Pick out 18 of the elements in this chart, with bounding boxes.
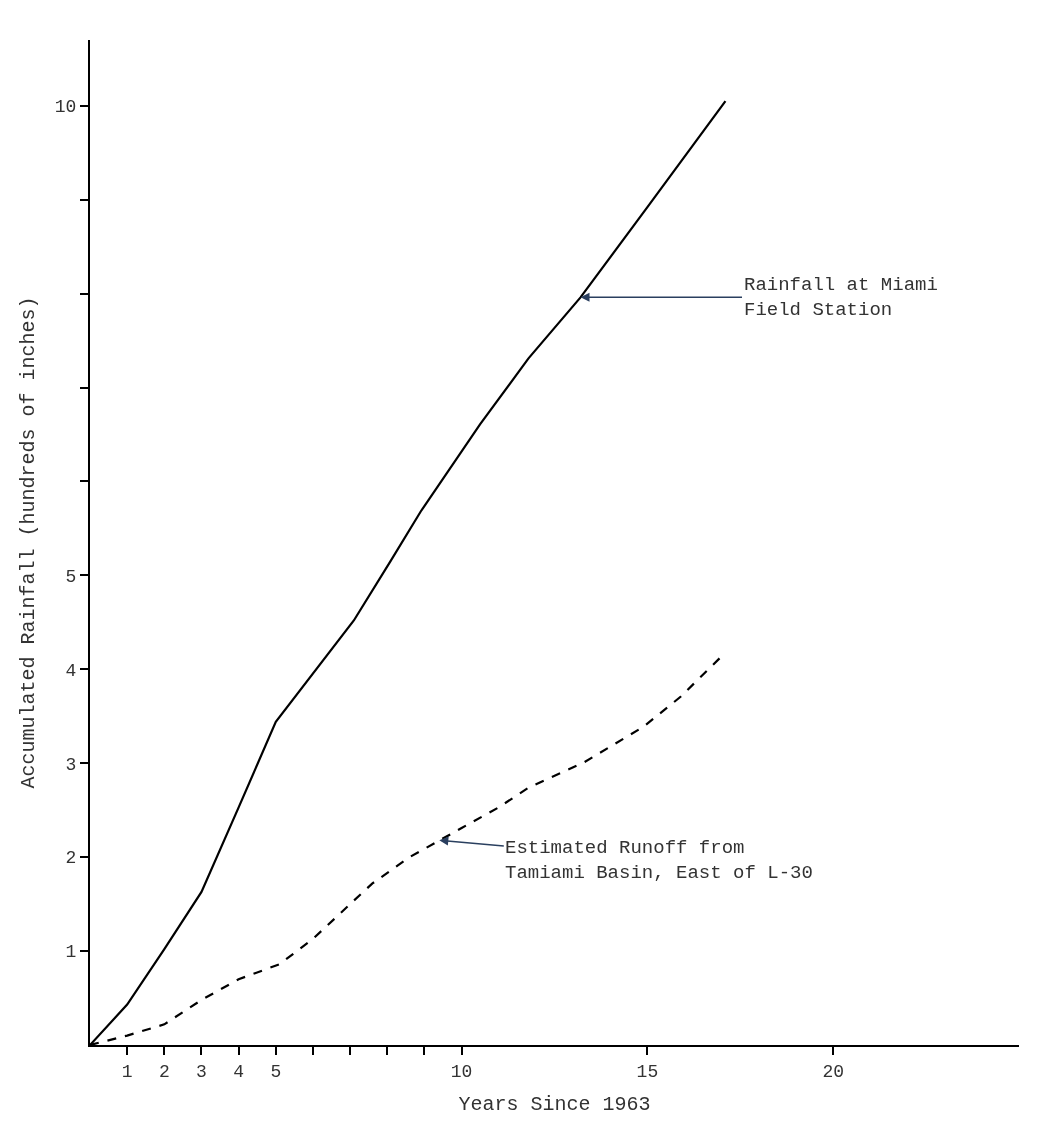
annotation: Rainfall at Miami Field Station — [744, 274, 938, 321]
x-tick-label: 4 — [233, 1061, 245, 1082]
annotation: Estimated Runoff from Tamiami Basin, East of L-30 — [505, 837, 813, 884]
x-axis-title: Years Since 1963 — [458, 1092, 651, 1116]
y-tick-label: 2 — [65, 848, 77, 869]
x-tick-label: 1 — [121, 1061, 133, 1082]
x-tick-label: 20 — [822, 1061, 844, 1082]
x-tick-label: 5 — [270, 1061, 282, 1082]
y-tick-label: 3 — [65, 754, 77, 775]
y-tick-label: 4 — [65, 660, 77, 681]
x-tick-label: 15 — [636, 1061, 659, 1082]
x-tick-label: 3 — [196, 1061, 207, 1082]
y-tick-label: 5 — [65, 566, 77, 587]
x-tick-label: 10 — [450, 1061, 473, 1082]
y-axis-title: Accumulated Rainfall (hundreds of inches) — [16, 296, 40, 789]
x-tick-label: 2 — [158, 1061, 170, 1082]
y-tick-label: 10 — [54, 97, 77, 118]
y-tick-label: 1 — [65, 942, 77, 963]
